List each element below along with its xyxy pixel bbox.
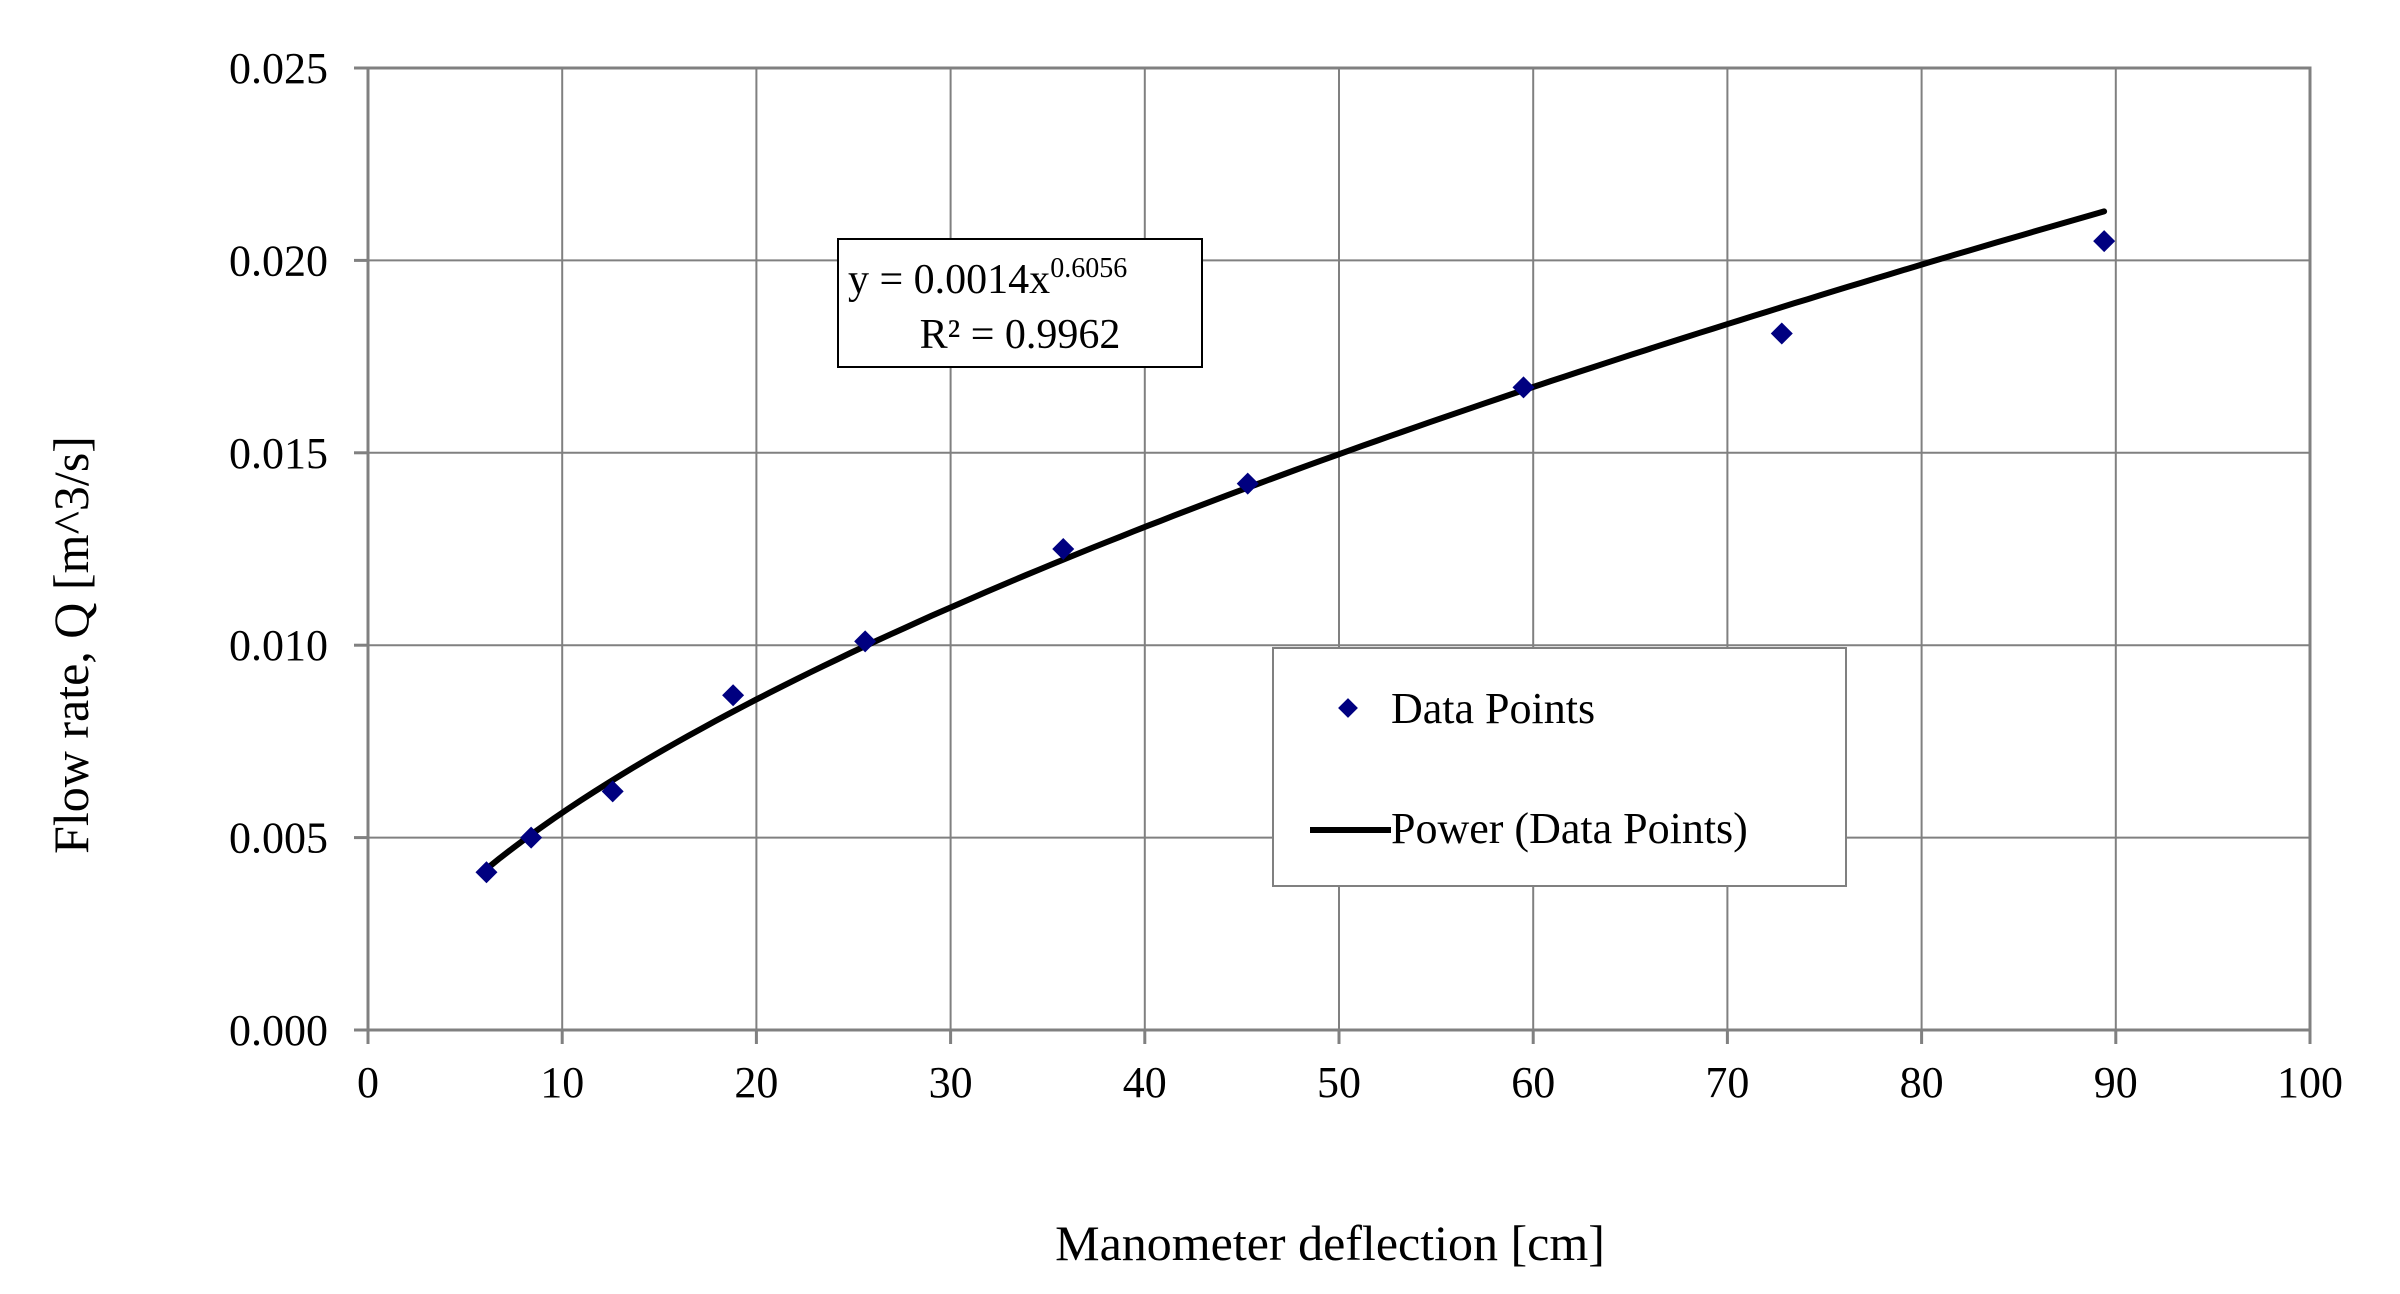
data-point <box>1052 538 1075 560</box>
equation-exponent: 0.6056 <box>1050 253 1127 284</box>
legend: Data Points Power (Data Points) <box>1272 647 1847 887</box>
y-tick-label: 0.015 <box>229 429 328 478</box>
equation-box <box>837 238 1203 368</box>
axes: 0 10 20 30 40 50 60 70 80 90 100 0.000 0.005 0.010 0.0… <box>229 44 2343 1107</box>
y-tick-label: 0.000 <box>229 1006 328 1055</box>
data-points-layer <box>475 230 2116 884</box>
trend-equation: y = 0.0014x0.6056 <box>848 253 1127 303</box>
x-tick-label: 20 <box>734 1058 778 1107</box>
x-tick-label: 100 <box>2277 1058 2343 1107</box>
y-tick-label: 0.010 <box>229 621 328 670</box>
data-point <box>722 684 745 707</box>
x-axis-title: Manometer deflection [cm] <box>1055 1215 1605 1271</box>
x-tick-label: 70 <box>1705 1058 1749 1107</box>
grid-lines <box>368 68 2310 1030</box>
x-tick-label: 90 <box>2094 1058 2138 1107</box>
trendline-layer <box>483 208 2108 872</box>
data-point <box>1770 322 1793 345</box>
legend-diamond-marker <box>1338 698 1358 718</box>
data-point <box>475 861 498 884</box>
data-point <box>520 826 543 849</box>
r-squared-label: R² = 0.9962 <box>920 312 1121 358</box>
data-point <box>601 780 624 803</box>
x-tick-label: 40 <box>1123 1058 1167 1107</box>
x-tick-label: 50 <box>1317 1058 1361 1107</box>
legend-label-data-points: Data Points <box>1391 684 1595 733</box>
data-point <box>2093 230 2116 253</box>
equation-annotation: y = 0.0014x0.6056 R² = 0.9962 <box>837 238 1203 368</box>
data-point <box>854 630 877 653</box>
power-trendline <box>483 208 2108 872</box>
legend-box <box>1272 647 1847 887</box>
y-tick-label: 0.020 <box>229 236 328 285</box>
data-point <box>1236 472 1259 495</box>
x-tick-label: 10 <box>540 1058 584 1107</box>
data-point <box>1512 376 1535 399</box>
x-tick-label: 60 <box>1511 1058 1555 1107</box>
x-tick-label: 30 <box>929 1058 973 1107</box>
x-tick-label: 0 <box>357 1058 379 1107</box>
equation-base: y = 0.0014x <box>848 257 1050 303</box>
y-tick-label: 0.005 <box>229 814 328 863</box>
legend-label-power-trendline: Power (Data Points) <box>1391 804 1748 853</box>
y-axis-title: Flow rate, Q [m^3/s] <box>43 436 99 854</box>
y-tick-label: 0.025 <box>229 44 328 93</box>
x-tick-label: 80 <box>1900 1058 1944 1107</box>
